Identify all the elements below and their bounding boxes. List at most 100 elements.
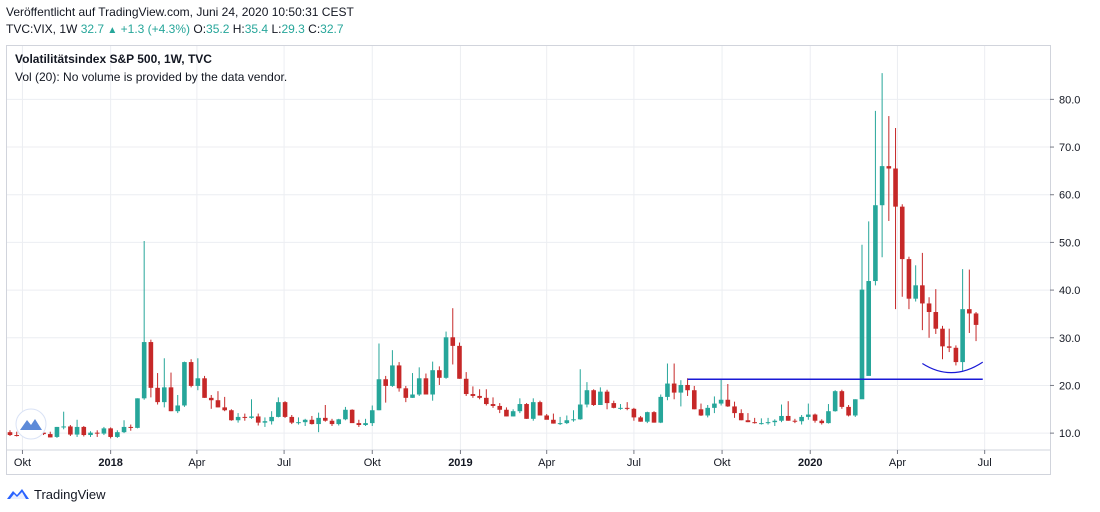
- candle-body: [222, 407, 227, 411]
- candle-down: [591, 389, 596, 406]
- candle-down: [208, 394, 214, 409]
- candle-down: [792, 418, 798, 424]
- candle-body: [859, 289, 865, 400]
- candle-body: [148, 342, 154, 388]
- y-tick-label: 70.0: [1059, 142, 1080, 154]
- candle-body: [81, 426, 87, 436]
- candle-body: [557, 423, 563, 425]
- candle-body: [94, 432, 100, 434]
- legend-title[interactable]: Volatilitätsindex S&P 500, 1W, TVC: [15, 52, 212, 66]
- candle-body: [698, 409, 704, 416]
- candle-up: [718, 379, 724, 406]
- grid-layer: [7, 46, 1050, 450]
- candle-down: [839, 389, 845, 409]
- candle-up: [276, 397, 281, 418]
- candle-body: [262, 421, 268, 423]
- candle-body: [477, 395, 482, 398]
- candle-up: [121, 420, 127, 434]
- candle-body: [41, 432, 46, 435]
- candle-up: [852, 399, 858, 417]
- candle-down: [108, 427, 113, 439]
- candle-down: [671, 363, 677, 400]
- candle-up: [826, 404, 831, 424]
- candle-body: [638, 417, 643, 422]
- candle-body: [504, 409, 509, 417]
- candle-body: [182, 362, 187, 406]
- candle-down: [638, 415, 643, 422]
- candle-down: [685, 378, 690, 396]
- candle-body: [819, 420, 825, 424]
- candle-up: [678, 380, 684, 407]
- candle-up: [913, 265, 918, 302]
- candle-up: [517, 398, 523, 414]
- candle-body: [598, 391, 603, 405]
- candle-body: [524, 404, 529, 419]
- candle-body: [188, 362, 194, 386]
- candle-body: [376, 379, 382, 411]
- open-value: 35.2: [206, 22, 230, 36]
- candle-up: [390, 350, 395, 387]
- symbol-label[interactable]: TVC:VIX, 1W: [6, 22, 78, 36]
- high-label: H:: [232, 22, 245, 36]
- candle-body: [208, 397, 214, 401]
- tradingview-logo-icon[interactable]: [6, 486, 30, 502]
- candle-body: [577, 404, 583, 420]
- low-label: L:: [271, 22, 282, 36]
- x-tick-label: Apr: [889, 457, 906, 469]
- candle-down: [504, 407, 509, 417]
- close-label: C:: [308, 22, 321, 36]
- candle-up: [564, 415, 570, 425]
- candle-down: [477, 389, 482, 400]
- candle-body: [276, 402, 281, 417]
- candle-body: [329, 420, 335, 425]
- candle-down: [14, 431, 20, 437]
- candle-body: [141, 342, 147, 399]
- candle-body: [242, 416, 248, 418]
- annotation-layer: [15, 361, 984, 440]
- candle-up: [302, 418, 308, 426]
- candle-body: [537, 402, 543, 416]
- candle-up: [369, 405, 375, 426]
- candle-body: [551, 419, 556, 424]
- brand-name[interactable]: TradingView: [34, 486, 106, 502]
- candle-up: [430, 361, 435, 401]
- x-tick-label: 2019: [448, 457, 472, 469]
- candle-body: [785, 415, 791, 421]
- candle-down: [631, 407, 637, 421]
- candle-up: [832, 390, 838, 412]
- y-tick-label: 40.0: [1059, 285, 1080, 297]
- candle-body: [624, 407, 630, 409]
- ohlc-summary: TVC:VIX, 1W 32.7 ▲ +1.3 (+4.3%) O:35.2 H…: [6, 22, 344, 36]
- candle-up: [376, 343, 382, 411]
- y-tick-label: 30.0: [1059, 333, 1080, 345]
- candle-body: [195, 378, 201, 386]
- candle-up: [779, 404, 784, 423]
- y-tick-label: 60.0: [1059, 190, 1080, 202]
- candle-body: [135, 398, 140, 428]
- candle-up: [873, 110, 878, 286]
- y-tick-label: 10.0: [1059, 428, 1080, 440]
- candle-body: [7, 432, 13, 436]
- candle-body: [893, 168, 898, 207]
- candle-up: [658, 394, 664, 424]
- candle-down: [403, 385, 409, 403]
- x-tick-label: Okt: [14, 457, 31, 469]
- candle-body: [826, 411, 831, 424]
- candle-down: [128, 424, 134, 431]
- candle-body: [423, 378, 429, 395]
- candle-body: [718, 399, 724, 404]
- candle-body: [383, 379, 388, 386]
- candle-down: [604, 389, 610, 410]
- candle-down: [215, 391, 221, 408]
- candle-body: [450, 337, 456, 346]
- candle-body: [591, 390, 596, 405]
- candle-down: [946, 328, 952, 353]
- candle-body: [879, 166, 885, 206]
- candle-up: [645, 411, 650, 424]
- y-tick-label: 80.0: [1059, 94, 1080, 106]
- candle-down: [81, 425, 87, 437]
- candle-body: [215, 400, 221, 408]
- candle-up: [618, 404, 623, 410]
- candle-body: [323, 417, 328, 421]
